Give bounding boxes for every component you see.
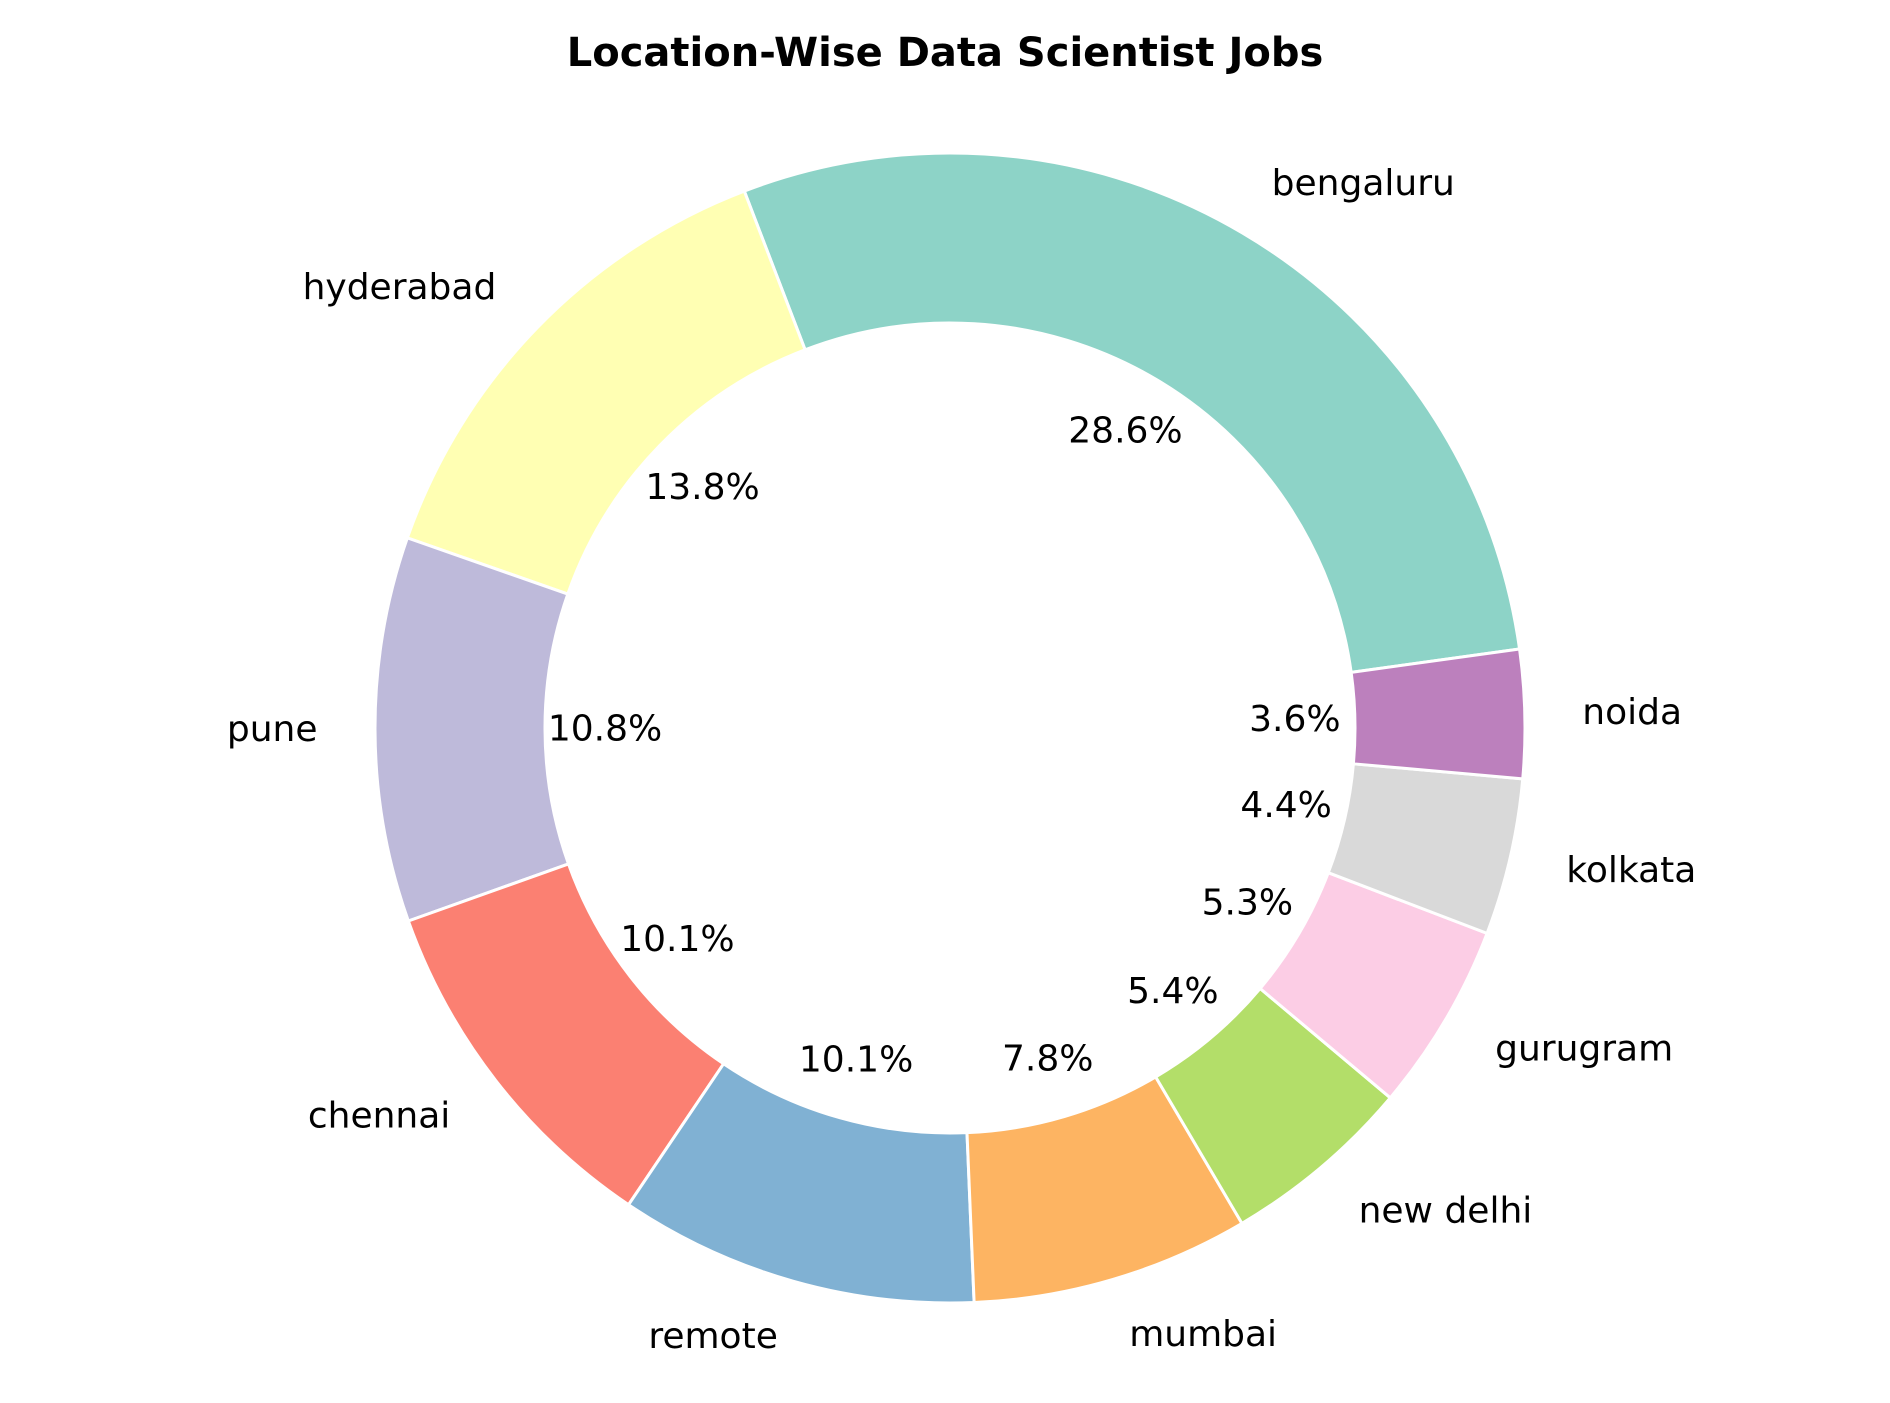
- category-labels: bengaluru hyderabad pune chennai remote mumba…: [227, 163, 1696, 1357]
- percent-labels: 28.6% 13.8% 10.8% 10.1% 10.1% 7.8% 5.4% 5.3% 4.4…: [548, 410, 1341, 1080]
- pct-chennai: 10.1%: [620, 919, 734, 960]
- pct-hyderabad: 13.8%: [645, 467, 759, 508]
- slice-hyderabad: [405, 189, 807, 596]
- pct-noida: 3.6%: [1249, 699, 1340, 740]
- pct-new-delhi: 5.4%: [1127, 971, 1218, 1012]
- pct-bengaluru: 28.6%: [1068, 410, 1182, 451]
- label-remote: remote: [648, 1316, 778, 1357]
- label-kolkata: kolkata: [1566, 850, 1696, 891]
- pct-mumbai: 7.8%: [1002, 1038, 1093, 1079]
- label-pune: pune: [227, 709, 318, 750]
- slice-pune: [373, 536, 570, 923]
- label-new-delhi: new delhi: [1359, 1190, 1533, 1231]
- label-chennai: chennai: [308, 1095, 450, 1136]
- donut-slices: [373, 151, 1527, 1305]
- pct-kolkata: 4.4%: [1240, 785, 1331, 826]
- pct-remote: 10.1%: [799, 1039, 913, 1080]
- pct-gurugram: 5.3%: [1202, 882, 1293, 923]
- slice-noida: [1349, 647, 1527, 781]
- chart-title: Location-Wise Data Scientist Jobs: [567, 30, 1324, 76]
- pct-pune: 10.8%: [548, 708, 662, 749]
- label-mumbai: mumbai: [1129, 1314, 1277, 1355]
- label-bengaluru: bengaluru: [1272, 163, 1455, 204]
- label-noida: noida: [1582, 692, 1682, 733]
- label-hyderabad: hyderabad: [303, 267, 497, 308]
- slice-bengaluru: [742, 151, 1522, 674]
- label-gurugram: gurugram: [1495, 1028, 1673, 1069]
